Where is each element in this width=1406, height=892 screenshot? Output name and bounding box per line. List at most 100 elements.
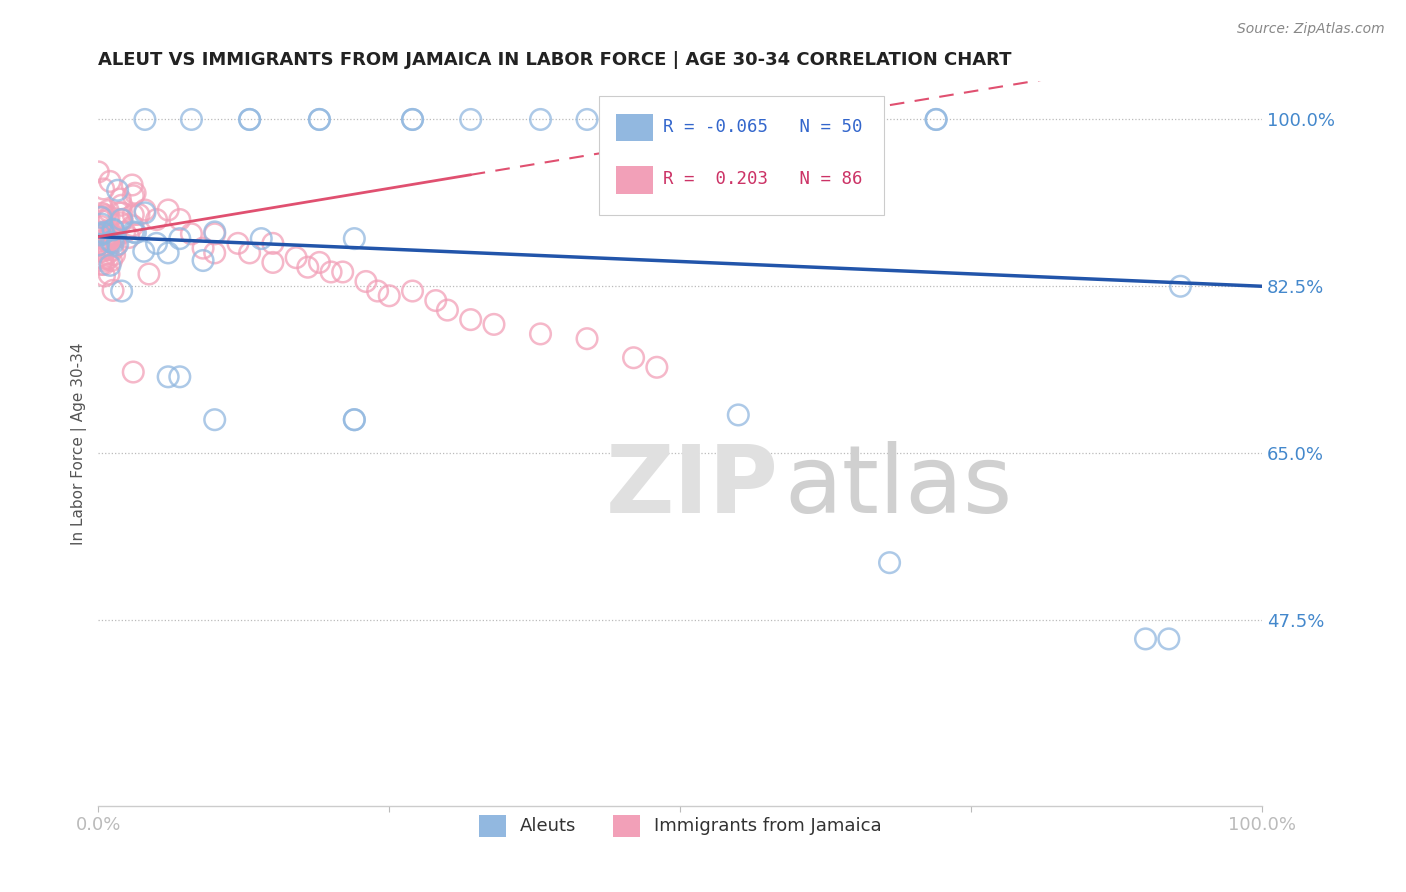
Point (785, 112, 807, 127)
Point (101, 243, 124, 257)
Point (111, 212, 134, 227)
Point (111, 198, 134, 212)
Point (98, 229, 121, 244)
Point (104, 247, 127, 261)
Point (91, 244, 114, 258)
Point (460, 112, 482, 127)
Point (107, 237, 129, 252)
Point (89, 242, 111, 256)
Point (100, 253, 122, 268)
Point (180, 112, 202, 127)
Point (239, 246, 262, 260)
Point (97, 211, 120, 225)
Point (138, 267, 160, 281)
Point (623, 351, 645, 365)
Point (96, 224, 118, 238)
Point (90, 211, 112, 225)
Point (436, 303, 458, 318)
Point (1157, 632, 1180, 646)
Point (239, 112, 262, 127)
Point (105, 239, 128, 253)
Text: ALEUT VS IMMIGRANTS FROM JAMAICA IN LABOR FORCE | AGE 30-34 CORRELATION CHART: ALEUT VS IMMIGRANTS FROM JAMAICA IN LABO… (98, 51, 1012, 69)
Point (100, 235, 122, 249)
Point (204, 227, 226, 241)
Text: Source: ZipAtlas.com: Source: ZipAtlas.com (1237, 22, 1385, 37)
Point (343, 413, 366, 427)
Point (97, 203, 120, 218)
Point (576, 112, 599, 127)
Point (93, 224, 115, 238)
Point (97, 235, 120, 249)
FancyBboxPatch shape (599, 95, 884, 215)
Point (98, 174, 121, 188)
Point (191, 253, 214, 268)
Point (97, 252, 120, 266)
Point (107, 183, 129, 197)
Point (110, 192, 132, 206)
Point (87, 165, 110, 179)
Point (727, 408, 749, 422)
Point (93, 227, 115, 241)
Point (134, 112, 156, 127)
Point (101, 284, 124, 298)
Point (343, 231, 366, 245)
Point (180, 227, 202, 241)
Point (111, 212, 134, 227)
Point (124, 186, 146, 201)
Point (90, 217, 112, 231)
Point (343, 413, 366, 427)
Point (93, 241, 115, 255)
Point (90, 211, 112, 225)
Point (91, 213, 114, 227)
Point (134, 202, 156, 217)
Point (93, 258, 115, 272)
Point (738, 112, 761, 127)
Point (101, 223, 124, 237)
Point (297, 260, 319, 275)
Point (111, 212, 134, 227)
Point (576, 332, 599, 346)
Point (103, 222, 125, 236)
Point (107, 205, 129, 219)
Point (97, 242, 120, 256)
FancyBboxPatch shape (616, 114, 654, 142)
Point (89, 227, 111, 241)
Point (367, 284, 389, 298)
Point (132, 244, 155, 259)
Point (93, 268, 115, 283)
Point (104, 228, 127, 243)
Point (96, 247, 118, 261)
Point (98, 267, 121, 281)
Point (91, 252, 114, 266)
Point (925, 112, 948, 127)
Point (262, 236, 284, 251)
Point (460, 312, 482, 326)
Point (89, 227, 111, 242)
Point (785, 112, 807, 127)
Point (308, 112, 330, 127)
Point (97, 213, 120, 227)
Point (90, 206, 112, 220)
Point (157, 246, 180, 260)
Point (169, 369, 191, 384)
Point (319, 265, 342, 279)
Point (332, 265, 354, 279)
Point (401, 112, 423, 127)
Point (98, 258, 121, 272)
Point (121, 178, 143, 192)
Point (529, 326, 551, 341)
Point (128, 208, 150, 222)
Point (111, 284, 134, 298)
Point (122, 365, 145, 379)
Point (94, 232, 117, 246)
Point (157, 369, 180, 384)
Point (93, 182, 115, 196)
Point (90, 210, 112, 224)
Point (98, 226, 121, 240)
Point (844, 112, 866, 127)
Point (425, 293, 447, 308)
Point (669, 112, 692, 127)
Point (110, 216, 132, 230)
Point (250, 231, 273, 245)
Text: ZIP: ZIP (606, 441, 779, 533)
